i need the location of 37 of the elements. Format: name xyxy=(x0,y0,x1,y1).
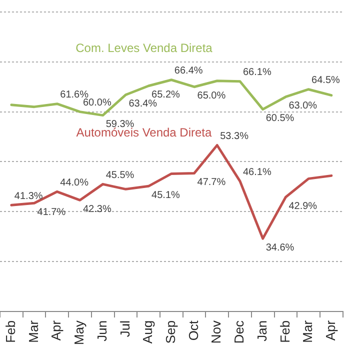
data-label: 66.1% xyxy=(242,67,272,78)
data-label: 41.7% xyxy=(37,206,66,218)
x-tick-label: Aug xyxy=(140,320,156,344)
data-label: 44.0% xyxy=(60,177,89,188)
data-label: 60.0% xyxy=(82,98,112,109)
data-label: 45.5% xyxy=(106,170,134,181)
x-tick-label: Mar xyxy=(26,320,41,343)
data-label: 65.0% xyxy=(197,90,226,102)
data-label: 42.3% xyxy=(82,204,112,215)
data-label: 41.3% xyxy=(14,190,43,202)
data-label: 45.1% xyxy=(152,190,180,201)
data-label: 53.3% xyxy=(220,131,249,142)
data-label: 42.9% xyxy=(288,200,318,212)
x-tick-label: Dec xyxy=(232,320,247,344)
x-tick-label: Feb xyxy=(277,320,292,343)
x-tick-label: Mar xyxy=(300,320,316,343)
x-tick-label: Jun xyxy=(94,320,110,342)
data-label: 60.5% xyxy=(266,113,294,124)
x-tick-label: Oct xyxy=(186,320,201,341)
x-tick-label: Sep xyxy=(162,320,178,344)
data-label: 63.4% xyxy=(128,98,158,110)
x-tick-label: Jul xyxy=(117,320,132,338)
data-label: 63.0% xyxy=(288,100,318,112)
x-tick-label: Apr xyxy=(48,320,64,341)
data-label: 47.7% xyxy=(197,176,226,188)
x-tick-label: May xyxy=(72,320,87,346)
data-label: 66.4% xyxy=(174,66,203,77)
x-tick-label: Feb xyxy=(3,320,18,343)
data-label: 65.2% xyxy=(152,90,180,101)
x-tick-label: Jan xyxy=(254,320,270,342)
data-label: 46.1% xyxy=(242,166,272,178)
x-tick-label: Apr xyxy=(322,320,338,341)
data-label: 64.5% xyxy=(312,75,340,86)
series-label: Automóveis Venda Direta xyxy=(76,126,212,140)
x-tick-label: Nov xyxy=(208,320,224,344)
data-label: 34.6% xyxy=(266,242,294,254)
text: Com. Leves Venda Direta xyxy=(76,41,213,56)
